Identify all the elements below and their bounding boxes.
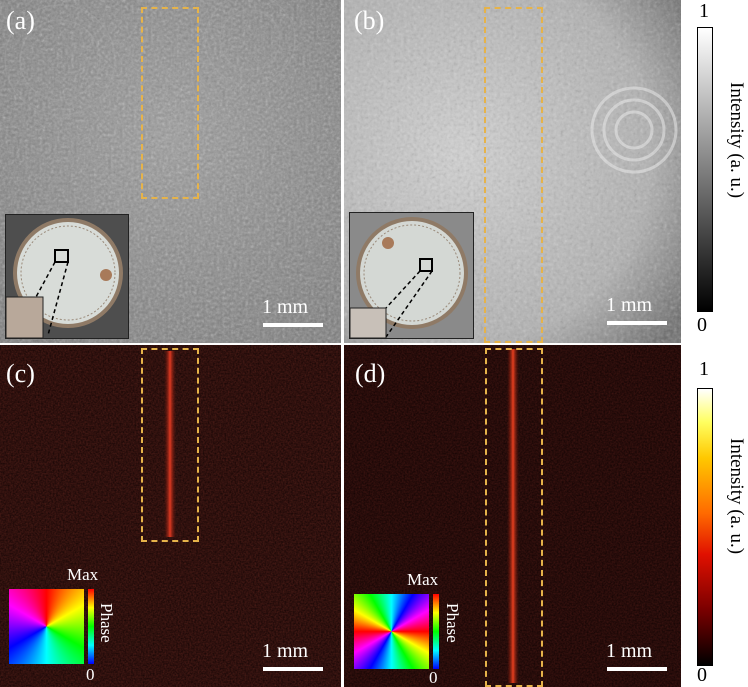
phase-title: Phase [97, 603, 116, 643]
region-box [485, 348, 543, 687]
colorbar-max-label: 1 [699, 0, 709, 22]
panel-d: Max 0 Phase (d) 1 mm [344, 345, 681, 687]
region-box [484, 7, 543, 343]
panel-label: (a) [6, 6, 35, 35]
phase-max-label: Max [67, 565, 99, 584]
phase-title: Phase [443, 603, 462, 643]
scale-bar [263, 323, 323, 327]
scale-bar-label: 1 mm [606, 294, 653, 316]
phase-colorbar [88, 589, 94, 664]
panel-label: (c) [6, 359, 35, 388]
colorbar-title: Intensity (a. u.) [726, 82, 747, 199]
phase-legend [9, 589, 84, 664]
colorbar-min-label: 0 [697, 664, 707, 686]
phase-min-label: 0 [86, 665, 95, 684]
region-box [141, 7, 199, 199]
colorbar-gray [697, 27, 713, 312]
colorbar-title: Intensity (a. u.) [726, 438, 747, 555]
panel-a: (a) 1 mm [0, 0, 341, 343]
phase-min-label: 0 [429, 668, 438, 687]
colorbar-min-label: 0 [697, 314, 707, 336]
phase-max-label: Max [407, 570, 439, 589]
phase-colorbar [433, 594, 439, 669]
scale-bar-label: 1 mm [262, 640, 309, 662]
sample-photo-inset [349, 212, 474, 339]
panel-label: (b) [354, 6, 385, 35]
region-box [141, 348, 199, 542]
scale-bar [263, 667, 323, 671]
sample-photo-inset [5, 214, 129, 339]
colorbar-max-label: 1 [699, 358, 709, 380]
panel-label: (d) [355, 359, 386, 388]
scale-bar-label: 1 mm [606, 640, 653, 662]
colorbar-hot [697, 388, 713, 666]
scale-bar-label: 1 mm [262, 296, 309, 318]
phase-legend [354, 594, 429, 669]
scale-bar [607, 667, 667, 671]
panel-c: Max 0 Phase (c) 1 mm [0, 345, 341, 687]
panel-b: (b) 1 mm [344, 0, 681, 343]
scale-bar [607, 321, 667, 325]
